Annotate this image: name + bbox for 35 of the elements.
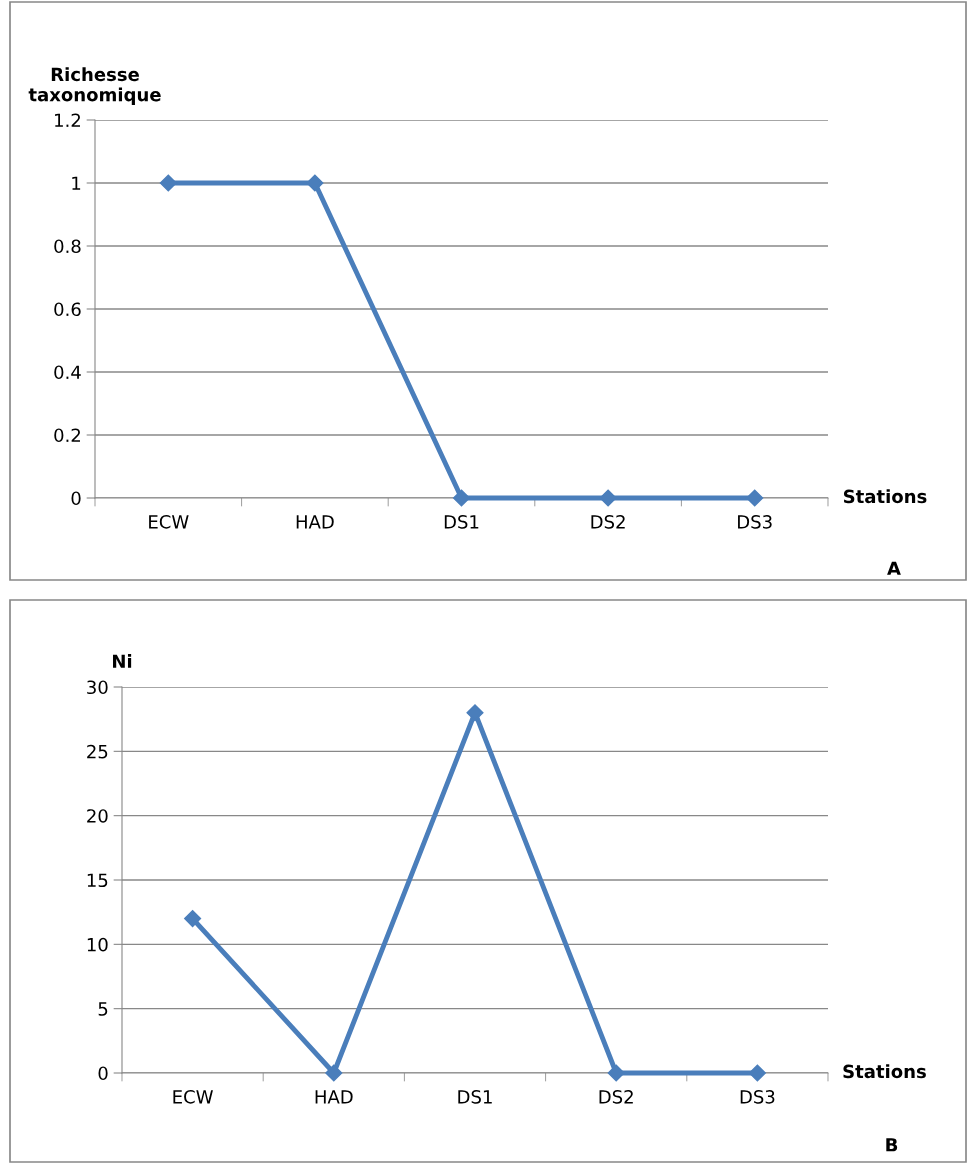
x-tick-label: DS2 xyxy=(599,1089,633,1104)
y-tick-label: 0.6 xyxy=(54,302,81,317)
x-tick-label: DS3 xyxy=(738,514,772,529)
y-tick-label: 5 xyxy=(98,1002,108,1016)
y-axis-title: Richesse taxonomique xyxy=(28,67,161,105)
y-tick-label: 0 xyxy=(98,1066,108,1081)
x-tick-label: DS3 xyxy=(740,1089,775,1104)
y-tick-label: 0.2 xyxy=(54,428,80,443)
x-tick-label: HAD xyxy=(315,1090,353,1104)
y-tick-label: 0.8 xyxy=(54,239,81,254)
y-tick-label: 15 xyxy=(87,873,108,888)
y-tick-label: 20 xyxy=(87,809,108,823)
x-tick-label: DS1 xyxy=(458,1089,492,1104)
y-tick-label: 30 xyxy=(87,680,108,695)
point xyxy=(466,704,484,722)
point xyxy=(748,1064,766,1082)
x-axis-title: Stations xyxy=(843,489,927,504)
x-tick-label: DS1 xyxy=(444,514,479,529)
y-tick-label: 25 xyxy=(87,744,108,759)
point xyxy=(607,1064,625,1082)
x-tick-label: HAD xyxy=(296,515,334,529)
y-axis-title: Ni xyxy=(113,654,132,668)
y-tick-label: 10 xyxy=(87,937,108,952)
y-tick-label: 1 xyxy=(72,176,81,190)
y-tick-label: 1.2 xyxy=(55,113,80,127)
text: A xyxy=(887,561,901,575)
point xyxy=(325,1064,343,1082)
x-tick-label: ECW xyxy=(173,1089,213,1104)
y-tick-label: 0.4 xyxy=(54,365,81,380)
x-tick-label: DS2 xyxy=(591,514,625,529)
text: B xyxy=(886,1138,898,1152)
y-tick-label: 0 xyxy=(71,491,81,506)
x-tick-label: ECW xyxy=(149,514,189,529)
point xyxy=(184,910,202,928)
x-axis-title: Stations xyxy=(843,1064,926,1079)
